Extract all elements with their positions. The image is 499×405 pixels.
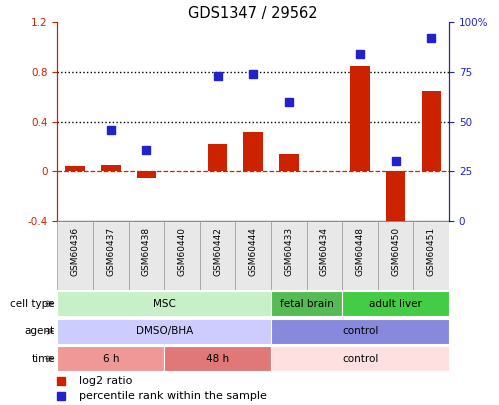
Text: percentile rank within the sample: percentile rank within the sample	[79, 391, 267, 401]
Text: GSM60442: GSM60442	[213, 227, 222, 275]
Text: log2 ratio: log2 ratio	[79, 376, 132, 386]
Bar	[129, 221, 164, 290]
Text: GSM60436: GSM60436	[71, 227, 80, 276]
Bar	[279, 154, 298, 171]
Bar	[57, 346, 164, 371]
Text: MSC: MSC	[153, 299, 176, 309]
Text: GSM60440: GSM60440	[178, 227, 187, 276]
Bar	[342, 291, 449, 316]
Bar	[236, 221, 271, 290]
Bar	[57, 221, 93, 290]
Bar	[378, 221, 414, 290]
Bar	[422, 91, 441, 171]
Text: GSM60433: GSM60433	[284, 227, 293, 276]
Bar	[208, 144, 228, 171]
Text: GSM60450: GSM60450	[391, 227, 400, 276]
Bar	[342, 221, 378, 290]
Text: 6 h: 6 h	[103, 354, 119, 364]
Bar	[244, 132, 263, 171]
Bar	[271, 291, 342, 316]
Bar	[137, 171, 156, 178]
Text: fetal brain: fetal brain	[280, 299, 334, 309]
Text: GSM60448: GSM60448	[356, 227, 365, 276]
Title: GDS1347 / 29562: GDS1347 / 29562	[189, 6, 318, 21]
Text: control: control	[342, 326, 378, 336]
Bar	[164, 221, 200, 290]
Bar	[57, 319, 271, 344]
Text: GSM60434: GSM60434	[320, 227, 329, 276]
Text: cell type: cell type	[10, 299, 55, 309]
Text: control: control	[342, 354, 378, 364]
Bar	[57, 291, 271, 316]
Bar	[164, 346, 271, 371]
Bar	[101, 165, 121, 171]
Text: GSM60438: GSM60438	[142, 227, 151, 276]
Bar	[350, 66, 370, 171]
Text: GSM60437: GSM60437	[106, 227, 115, 276]
Text: agent: agent	[25, 326, 55, 336]
Text: time: time	[31, 354, 55, 364]
Bar	[271, 221, 307, 290]
Text: adult liver: adult liver	[369, 299, 422, 309]
Bar	[271, 346, 449, 371]
Bar	[65, 166, 85, 171]
Bar	[271, 319, 449, 344]
Bar	[307, 221, 342, 290]
Text: GSM60444: GSM60444	[249, 227, 258, 275]
Text: DMSO/BHA: DMSO/BHA	[136, 326, 193, 336]
Text: 48 h: 48 h	[206, 354, 229, 364]
Bar	[414, 221, 449, 290]
Bar	[93, 221, 129, 290]
Text: GSM60451: GSM60451	[427, 227, 436, 276]
Bar	[386, 171, 406, 234]
Bar	[200, 221, 236, 290]
